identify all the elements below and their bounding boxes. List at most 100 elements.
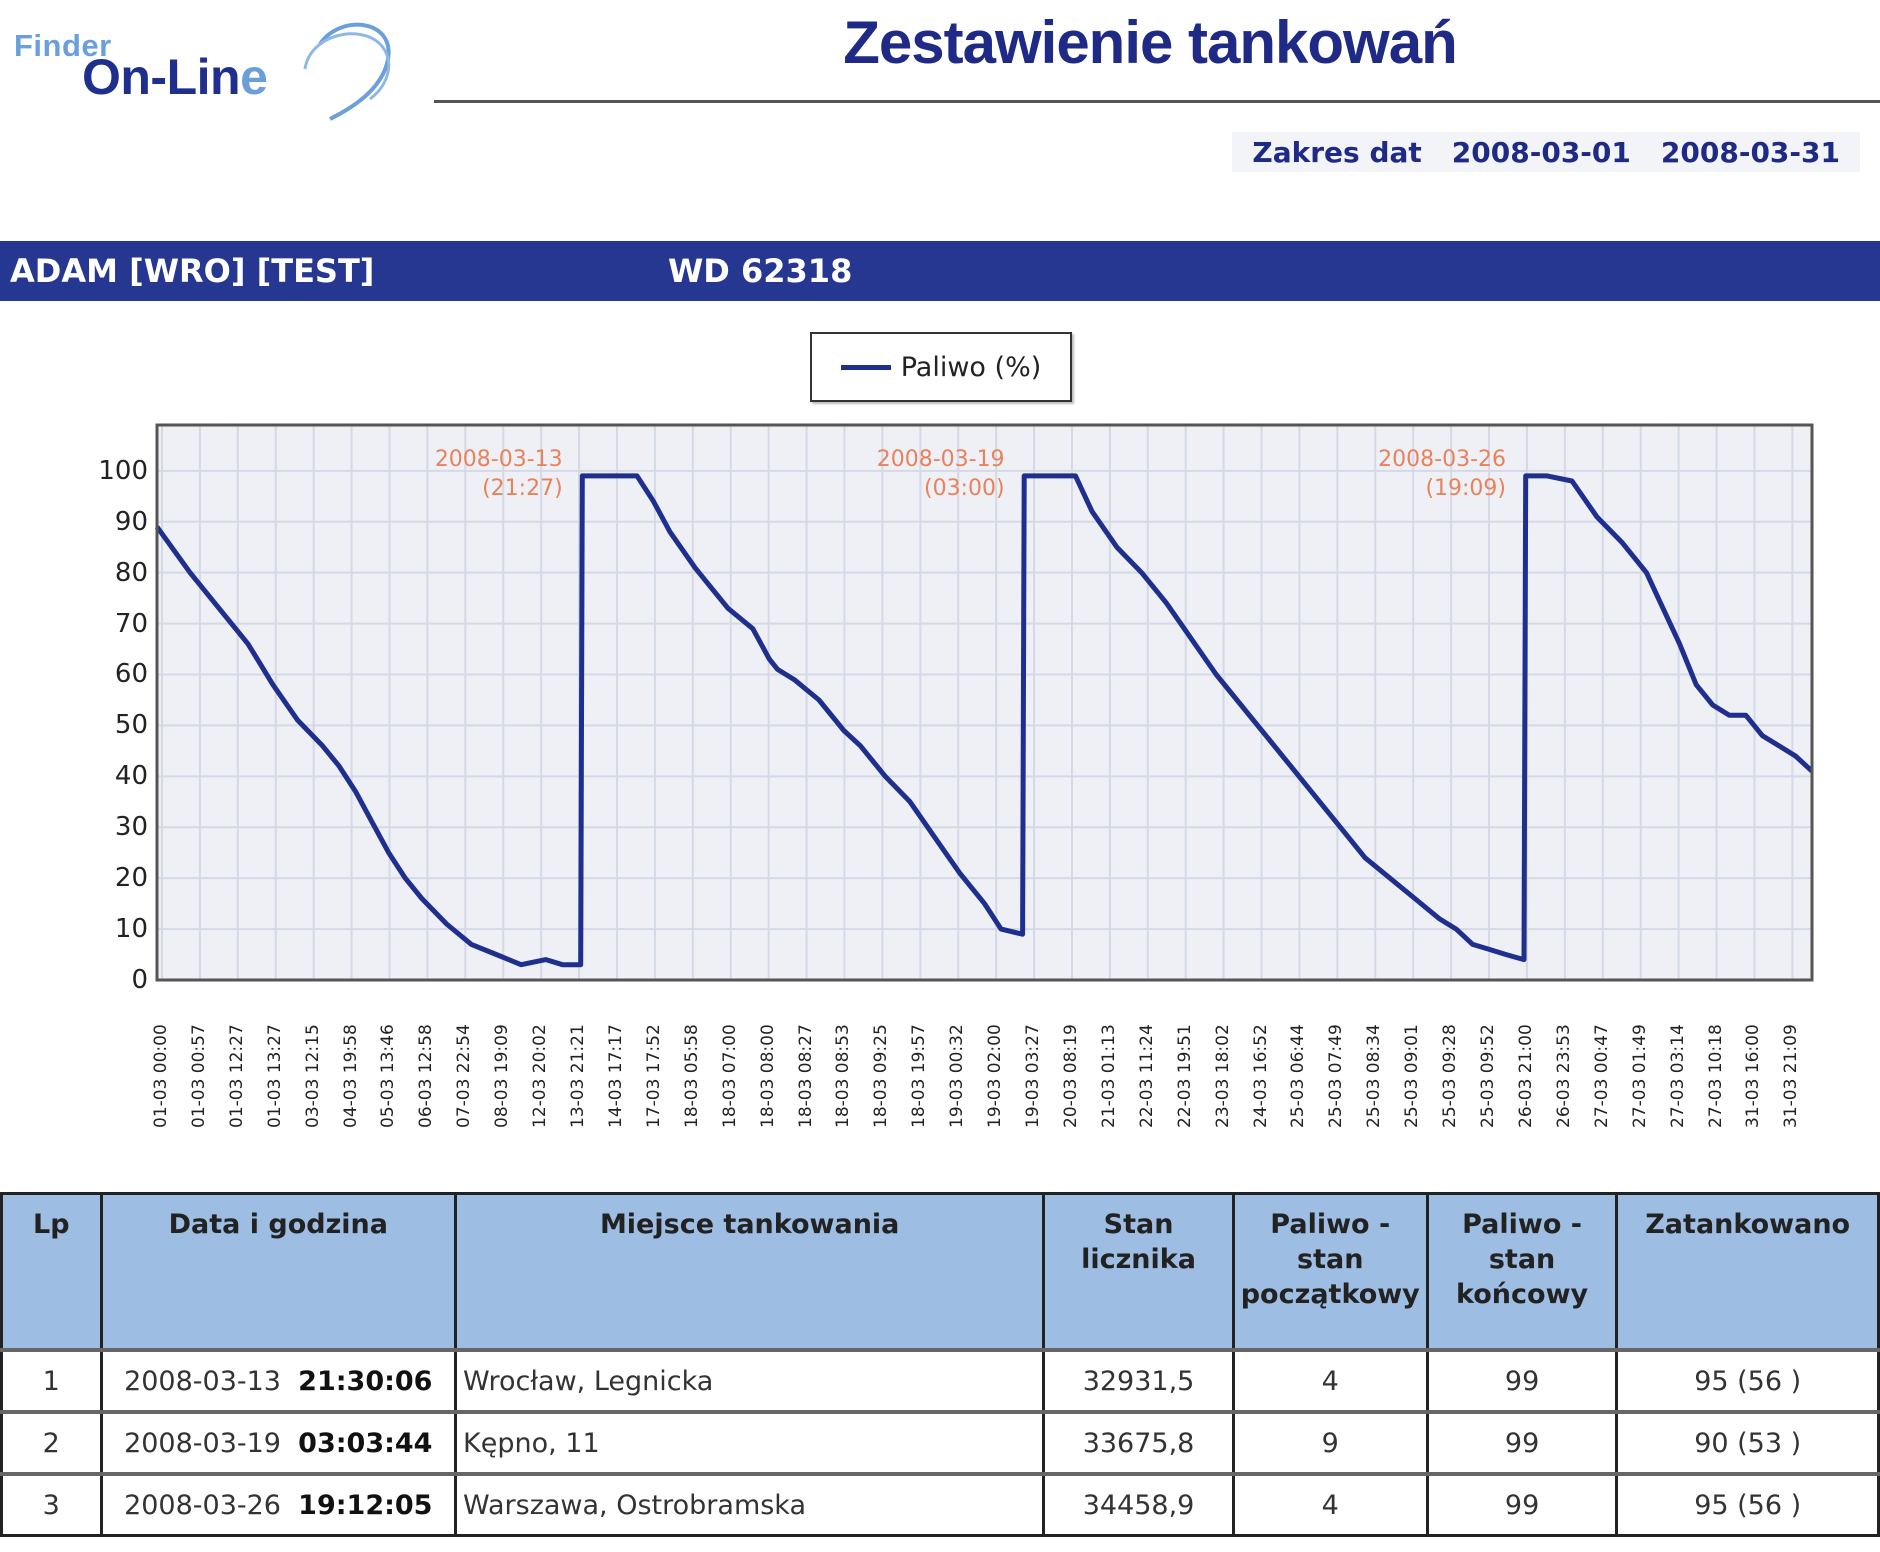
x-tick-label: 25-03 09:52 [1478, 1024, 1499, 1128]
x-tick-label: 18-03 08:27 [795, 1024, 816, 1128]
x-tick-label: 18-03 05:58 [681, 1024, 702, 1128]
cell-time: 03:03:44 [298, 1427, 433, 1459]
x-tick-label: 23-03 18:02 [1212, 1024, 1233, 1128]
x-tick-label: 01-03 12:27 [226, 1024, 247, 1128]
legend-label: Paliwo (%) [900, 351, 1042, 383]
x-tick-label: 12-03 20:02 [530, 1024, 551, 1128]
y-tick-label: 20 [114, 863, 148, 894]
refuel-table: Lp Data i godzina Miejsce tankowania Sta… [0, 1192, 1880, 1537]
x-tick-label: 22-03 19:51 [1174, 1024, 1195, 1128]
x-tick-label: 25-03 07:49 [1326, 1024, 1347, 1128]
logo-online-main: On-Lin [82, 49, 241, 105]
cell-fuel-start: 4 [1231, 1348, 1429, 1414]
cell-datetime: 2008-03-19 03:03:44 [99, 1410, 458, 1476]
cell-time: 21:30:06 [298, 1365, 433, 1397]
cell-refueled: 95 (56 ) [1615, 1472, 1880, 1537]
x-tick-label: 07-03 22:54 [454, 1024, 475, 1128]
x-tick-label: 06-03 12:58 [416, 1024, 437, 1128]
vehicle-plate: WD 62318 [668, 252, 853, 290]
col-fuel-end: Paliwo - stan końcowy [1425, 1192, 1619, 1352]
x-tick-label: 18-03 08:00 [757, 1024, 778, 1128]
chart-plot-area [154, 423, 1814, 982]
x-tick-label: 22-03 11:24 [1136, 1024, 1157, 1128]
y-tick-label: 40 [114, 761, 148, 792]
x-tick-label: 27-03 01:49 [1629, 1024, 1650, 1128]
x-tick-label: 25-03 08:34 [1364, 1024, 1385, 1128]
x-tick-label: 04-03 19:58 [340, 1024, 361, 1128]
x-tick-label: 17-03 17:52 [643, 1024, 664, 1128]
x-tick-label: 01-03 13:27 [264, 1024, 285, 1128]
x-tick-label: 21-03 01:13 [1098, 1024, 1119, 1128]
col-lp: Lp [0, 1192, 103, 1352]
x-tick-label: 03-03 12:15 [302, 1024, 323, 1128]
x-tick-label: 25-03 09:01 [1402, 1024, 1423, 1128]
table-header-row: Lp Data i godzina Miejsce tankowania Sta… [0, 1192, 1880, 1352]
date-range: Zakres dat 2008-03-01 2008-03-31 [1232, 132, 1860, 172]
x-tick-label: 18-03 19:57 [909, 1024, 930, 1128]
x-tick-label: 01-03 00:57 [188, 1024, 209, 1128]
x-tick-label: 25-03 09:28 [1440, 1024, 1461, 1128]
x-tick-label: 18-03 09:25 [871, 1024, 892, 1128]
cell-odometer: 34458,9 [1042, 1472, 1235, 1537]
chart-legend: Paliwo (%) [810, 332, 1072, 402]
cell-refueled: 95 (56 ) [1615, 1348, 1880, 1414]
x-tick-label: 27-03 03:14 [1667, 1024, 1688, 1128]
logo-word-finder: Finder [14, 28, 112, 63]
col-odometer: Stan licznika [1042, 1192, 1235, 1352]
cell-date: 2008-03-26 [124, 1489, 281, 1521]
cell-refueled: 90 (53 ) [1615, 1410, 1880, 1476]
cell-lp: 3 [0, 1472, 103, 1537]
cell-fuel-end: 99 [1425, 1410, 1619, 1476]
x-tick-label: 20-03 08:19 [1060, 1024, 1081, 1128]
y-tick-label: 90 [114, 506, 148, 537]
col-place: Miejsce tankowania [454, 1192, 1046, 1352]
table-row: 3 2008-03-26 19:12:05 Warszawa, Ostrobra… [0, 1472, 1880, 1537]
x-tick-label: 19-03 02:00 [985, 1024, 1006, 1128]
cell-place: Warszawa, Ostrobramska [454, 1472, 1046, 1537]
col-fuel-start: Paliwo - stan początkowy [1231, 1192, 1429, 1352]
y-tick-label: 100 [98, 455, 148, 486]
cell-fuel-start: 4 [1231, 1472, 1429, 1537]
y-tick-label: 80 [114, 557, 148, 588]
y-tick-label: 10 [114, 914, 148, 945]
cell-lp: 1 [0, 1348, 103, 1414]
cell-fuel-end: 99 [1425, 1472, 1619, 1537]
x-tick-label: 27-03 00:47 [1591, 1024, 1612, 1128]
table-row: 2 2008-03-19 03:03:44 Kępno, 11 33675,8 … [0, 1410, 1880, 1476]
refuel-annotation: 2008-03-19 (03:00) [876, 447, 1005, 501]
x-tick-label: 19-03 00:32 [947, 1024, 968, 1128]
logo-orbit-icon [303, 22, 391, 121]
cell-fuel-end: 99 [1425, 1348, 1619, 1414]
x-tick-label: 14-03 17:17 [605, 1024, 626, 1128]
x-tick-label: 18-03 07:00 [719, 1024, 740, 1128]
x-tick-label: 08-03 19:09 [492, 1024, 513, 1128]
col-datetime: Data i godzina [99, 1192, 458, 1352]
cell-time: 19:12:05 [298, 1489, 433, 1521]
x-tick-label: 24-03 16:52 [1250, 1024, 1271, 1128]
title-divider [434, 100, 1880, 103]
cell-lp: 2 [0, 1410, 103, 1476]
x-tick-label: 31-03 16:00 [1743, 1024, 1764, 1128]
y-tick-label: 30 [114, 812, 148, 843]
refuel-annotation: 2008-03-26 (19:09) [1378, 447, 1507, 501]
x-tick-label: 05-03 13:46 [378, 1024, 399, 1128]
fuel-line-chart: 01-03 00:00 01-03 00:57 01-03 12:27 01-03 1… [0, 400, 1880, 1140]
driver-name: ADAM [WRO] [TEST] [10, 252, 375, 290]
refuel-annotation: 2008-03-13 (21:27) [434, 447, 563, 501]
fuel-series-line [154, 473, 1814, 968]
y-tick-label: 60 [114, 659, 148, 690]
col-refueled: Zatankowano [1615, 1192, 1880, 1352]
cell-place: Wrocław, Legnicka [454, 1348, 1046, 1414]
vehicle-band: ADAM [WRO] [TEST] WD 62318 [0, 241, 1880, 301]
x-tick-label: 13-03 21:21 [568, 1024, 589, 1128]
y-tick-label: 50 [114, 710, 148, 741]
x-tick-label: 19-03 03:27 [1023, 1024, 1044, 1128]
x-tick-label: 27-03 10:18 [1705, 1024, 1726, 1128]
cell-odometer: 33675,8 [1042, 1410, 1235, 1476]
x-tick-label: 01-03 00:00 [151, 1024, 171, 1128]
date-range-label: Zakres dat [1252, 135, 1422, 169]
cell-datetime: 2008-03-13 21:30:06 [99, 1348, 458, 1414]
legend-line-swatch-icon [840, 364, 891, 370]
y-tick-label: 70 [114, 608, 148, 639]
table-row: 1 2008-03-13 21:30:06 Wrocław, Legnicka … [0, 1348, 1880, 1414]
